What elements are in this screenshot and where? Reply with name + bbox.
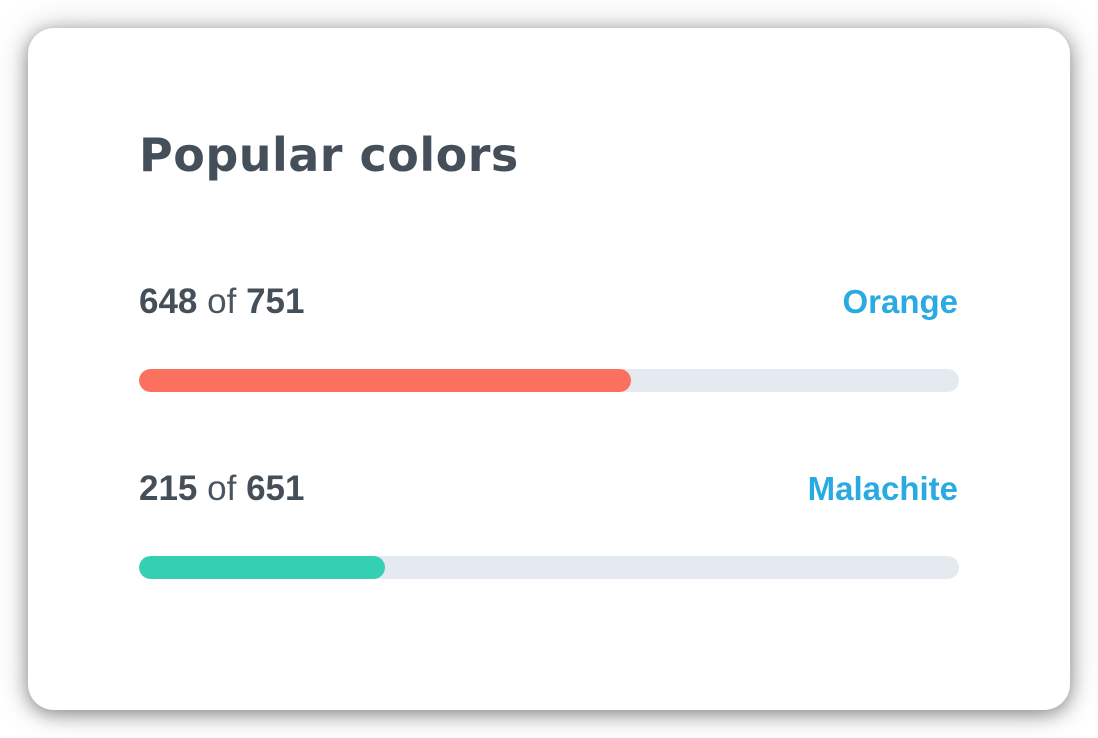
color-label-link[interactable]: Malachite [807,470,958,508]
progress-total: 751 [246,282,305,322]
progress-track [139,556,959,580]
progress-count: 648 [139,282,198,322]
progress-total: 651 [246,469,305,509]
progress-value-text: 648 of 751 [139,281,304,323]
page-title: Popular colors [139,128,519,182]
progress-row-malachite: 215 of 651 Malachite [139,468,959,580]
of-word: of [207,469,237,509]
progress-fill [139,556,385,580]
progress-row-orange: 648 of 751 Orange [139,281,959,393]
of-word: of [207,282,237,322]
color-label-link[interactable]: Orange [842,283,958,321]
progress-fill [139,369,631,393]
progress-track [139,369,959,393]
progress-count: 215 [139,469,198,509]
popular-colors-card: Popular colors 648 of 751 Orange 215 of … [28,28,1070,710]
progress-value-text: 215 of 651 [139,468,304,510]
